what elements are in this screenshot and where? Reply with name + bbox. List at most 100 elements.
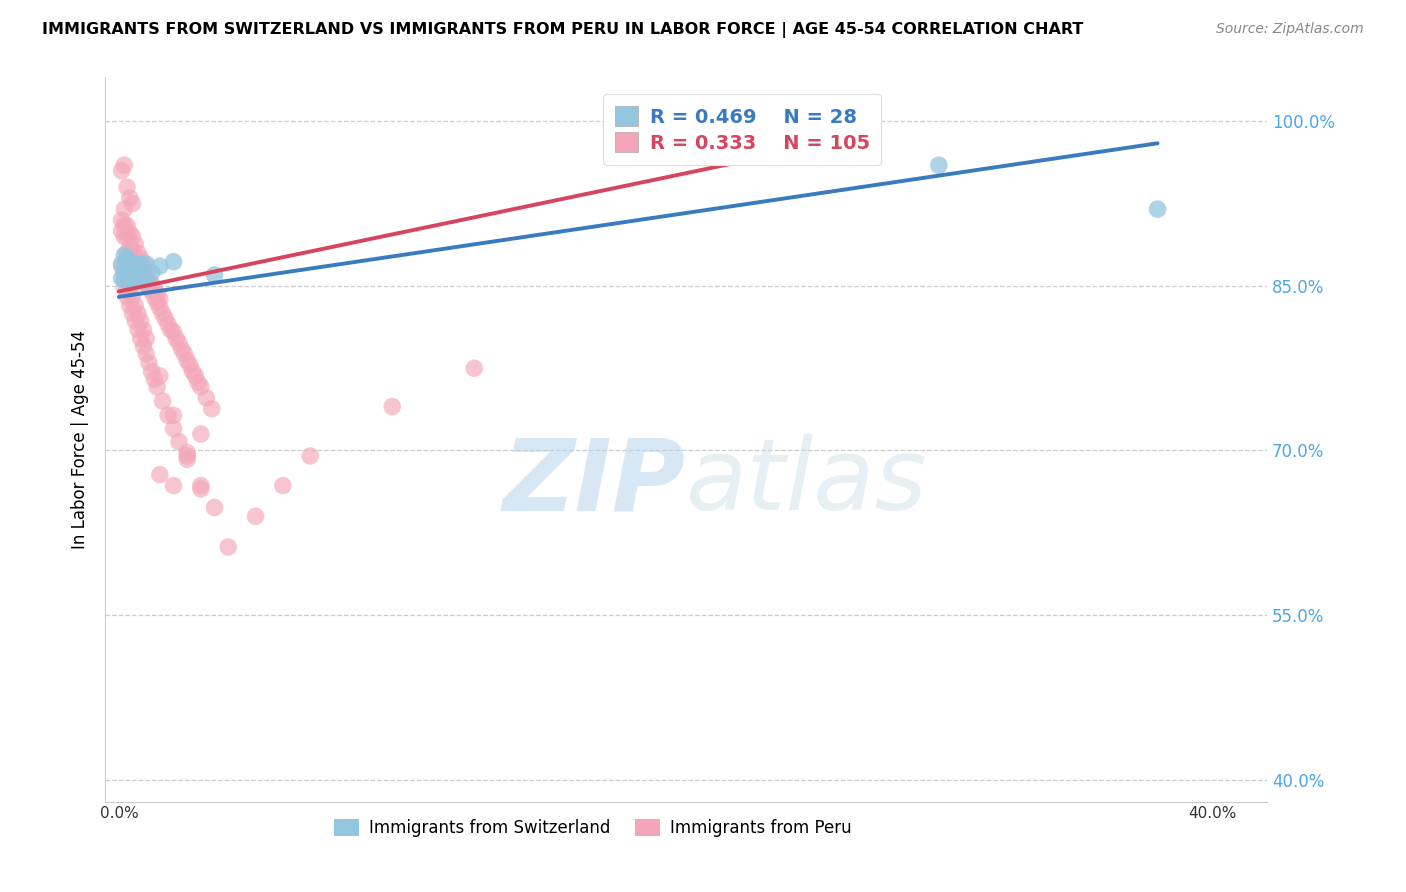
Point [124, 252, 146, 266]
Point [118, 257, 141, 271]
Point [110, 271, 132, 285]
Point [176, 449, 198, 463]
Point [162, 409, 184, 423]
Point [110, 259, 132, 273]
Point [129, 257, 152, 271]
Point [143, 372, 166, 386]
Point [124, 270, 146, 285]
Point [112, 219, 135, 233]
Point [271, 478, 294, 492]
Point [118, 281, 141, 295]
Point [121, 244, 143, 258]
Point [129, 314, 152, 328]
Point [176, 445, 198, 459]
Point [124, 262, 146, 277]
Point [112, 266, 135, 280]
Point [190, 427, 212, 442]
Point [112, 229, 135, 244]
Point [138, 273, 160, 287]
Point [127, 257, 149, 271]
Point [157, 318, 180, 332]
Point [118, 252, 141, 266]
Point [112, 265, 135, 279]
Text: Source: ZipAtlas.com: Source: ZipAtlas.com [1216, 22, 1364, 37]
Point [132, 273, 155, 287]
Point [217, 540, 239, 554]
Point [112, 273, 135, 287]
Point [118, 270, 141, 285]
Point [204, 500, 226, 515]
Point [204, 268, 226, 282]
Point [141, 266, 163, 280]
Point [112, 158, 135, 172]
Point [181, 364, 204, 378]
Point [124, 257, 146, 271]
Point [176, 452, 198, 467]
Point [138, 281, 160, 295]
Point [146, 380, 169, 394]
Point [121, 229, 143, 244]
Point [115, 180, 138, 194]
Point [118, 299, 141, 313]
Point [110, 213, 132, 227]
Point [167, 335, 190, 350]
Point [127, 323, 149, 337]
Point [149, 301, 172, 315]
Point [135, 257, 157, 271]
Text: IMMIGRANTS FROM SWITZERLAND VS IMMIGRANTS FROM PERU IN LABOR FORCE | AGE 45-54 C: IMMIGRANTS FROM SWITZERLAND VS IMMIGRANT… [42, 22, 1084, 38]
Point [155, 311, 177, 326]
Point [146, 295, 169, 310]
Point [129, 270, 152, 285]
Point [1146, 202, 1168, 216]
Point [115, 290, 138, 304]
Point [115, 246, 138, 260]
Point [792, 142, 814, 156]
Point [118, 240, 141, 254]
Point [121, 257, 143, 271]
Point [141, 285, 163, 299]
Point [124, 314, 146, 328]
Point [129, 332, 152, 346]
Point [115, 252, 138, 266]
Point [124, 266, 146, 280]
Point [162, 254, 184, 268]
Point [112, 202, 135, 216]
Point [115, 268, 138, 282]
Point [110, 257, 132, 271]
Point [176, 353, 198, 368]
Point [127, 262, 149, 277]
Point [165, 332, 187, 346]
Point [138, 356, 160, 370]
Point [152, 306, 174, 320]
Point [110, 224, 132, 238]
Point [141, 364, 163, 378]
Point [143, 281, 166, 295]
Point [115, 229, 138, 244]
Point [129, 252, 152, 266]
Point [118, 191, 141, 205]
Point [135, 273, 157, 287]
Point [299, 449, 322, 463]
Point [146, 287, 169, 301]
Point [121, 196, 143, 211]
Legend: Immigrants from Switzerland, Immigrants from Peru: Immigrants from Switzerland, Immigrants … [328, 813, 859, 844]
Point [162, 478, 184, 492]
Point [110, 163, 132, 178]
Text: ZIP: ZIP [503, 434, 686, 532]
Point [127, 306, 149, 320]
Point [170, 343, 193, 357]
Point [135, 347, 157, 361]
Point [152, 394, 174, 409]
Point [167, 434, 190, 449]
Point [124, 299, 146, 313]
Point [157, 409, 180, 423]
Y-axis label: In Labor Force | Age 45-54: In Labor Force | Age 45-54 [72, 330, 89, 549]
Point [132, 266, 155, 280]
Point [135, 270, 157, 285]
Point [127, 246, 149, 260]
Point [127, 266, 149, 280]
Point [201, 401, 224, 416]
Point [132, 270, 155, 285]
Point [190, 482, 212, 496]
Point [159, 323, 181, 337]
